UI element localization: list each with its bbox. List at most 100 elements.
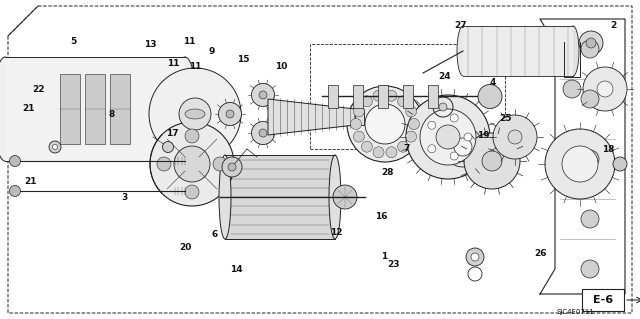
Circle shape [443,127,483,167]
Circle shape [493,115,537,159]
Bar [328,85,338,108]
Circle shape [545,129,615,199]
Circle shape [581,90,599,108]
Circle shape [259,129,267,137]
Text: SJC4E0711: SJC4E0711 [556,309,594,315]
Circle shape [222,157,242,177]
Text: 8: 8 [109,110,115,119]
Text: 22: 22 [32,85,45,94]
Circle shape [579,31,603,55]
Circle shape [464,133,520,189]
Circle shape [466,248,484,266]
Circle shape [333,185,357,209]
Circle shape [482,151,502,171]
Circle shape [581,260,599,278]
Circle shape [185,185,199,199]
Circle shape [386,90,397,101]
Text: 23: 23 [387,260,400,269]
Circle shape [508,130,522,144]
Circle shape [406,131,417,142]
Text: 15: 15 [237,55,250,63]
Bar [463,26,573,76]
Text: 6: 6 [211,230,218,239]
Circle shape [581,40,599,58]
Circle shape [406,106,417,117]
Circle shape [373,90,384,101]
Circle shape [562,146,598,182]
Circle shape [450,152,458,160]
Circle shape [52,145,58,150]
Circle shape [563,80,581,98]
Circle shape [365,104,405,144]
Text: 10: 10 [275,63,288,71]
Circle shape [581,210,599,228]
Text: 27: 27 [454,21,467,30]
Text: 13: 13 [144,40,157,49]
Polygon shape [268,99,355,135]
Text: E-6: E-6 [593,295,613,305]
Circle shape [454,138,472,156]
Circle shape [49,141,61,153]
Circle shape [157,157,171,171]
Circle shape [228,163,236,171]
Circle shape [428,145,436,153]
Circle shape [408,118,419,130]
Circle shape [428,121,436,129]
Text: 9: 9 [208,47,214,56]
Circle shape [613,157,627,171]
Circle shape [420,109,476,165]
Ellipse shape [185,109,205,119]
Circle shape [213,157,227,171]
Circle shape [226,110,234,118]
Ellipse shape [219,155,231,239]
Text: 3: 3 [122,193,128,202]
Bar [403,85,413,108]
Bar [85,74,105,144]
Text: 21: 21 [24,177,37,186]
Text: 24: 24 [438,72,451,81]
Text: 28: 28 [381,168,394,177]
Circle shape [450,114,458,122]
Circle shape [362,141,372,152]
Circle shape [218,102,241,125]
Bar [5,57,185,161]
Circle shape [252,122,275,145]
Circle shape [10,186,20,197]
Circle shape [174,146,210,182]
Text: 18: 18 [602,145,614,154]
Bar [310,44,505,149]
Circle shape [471,253,479,261]
Ellipse shape [567,26,579,76]
Text: 26: 26 [534,249,547,258]
Ellipse shape [173,57,197,161]
Circle shape [406,95,490,179]
Bar [60,74,80,144]
Circle shape [373,147,384,158]
Circle shape [397,141,408,152]
Circle shape [150,122,234,206]
Circle shape [597,81,613,97]
Circle shape [478,85,502,108]
Bar [428,85,438,108]
Text: 12: 12 [330,228,342,237]
Circle shape [353,131,364,142]
Circle shape [436,125,460,149]
Circle shape [586,38,596,48]
Circle shape [362,96,372,107]
Text: 14: 14 [230,265,243,274]
Text: 2: 2 [610,21,616,30]
Circle shape [185,129,199,143]
Circle shape [10,155,20,167]
Bar [355,109,364,125]
Bar [378,85,388,108]
Text: 16: 16 [374,212,387,221]
Circle shape [347,86,423,162]
Circle shape [252,84,275,107]
Circle shape [149,68,241,160]
Circle shape [351,118,362,130]
Text: 5: 5 [70,37,77,46]
Bar [110,74,130,144]
Circle shape [397,96,408,107]
Circle shape [464,133,472,141]
Circle shape [163,142,173,152]
